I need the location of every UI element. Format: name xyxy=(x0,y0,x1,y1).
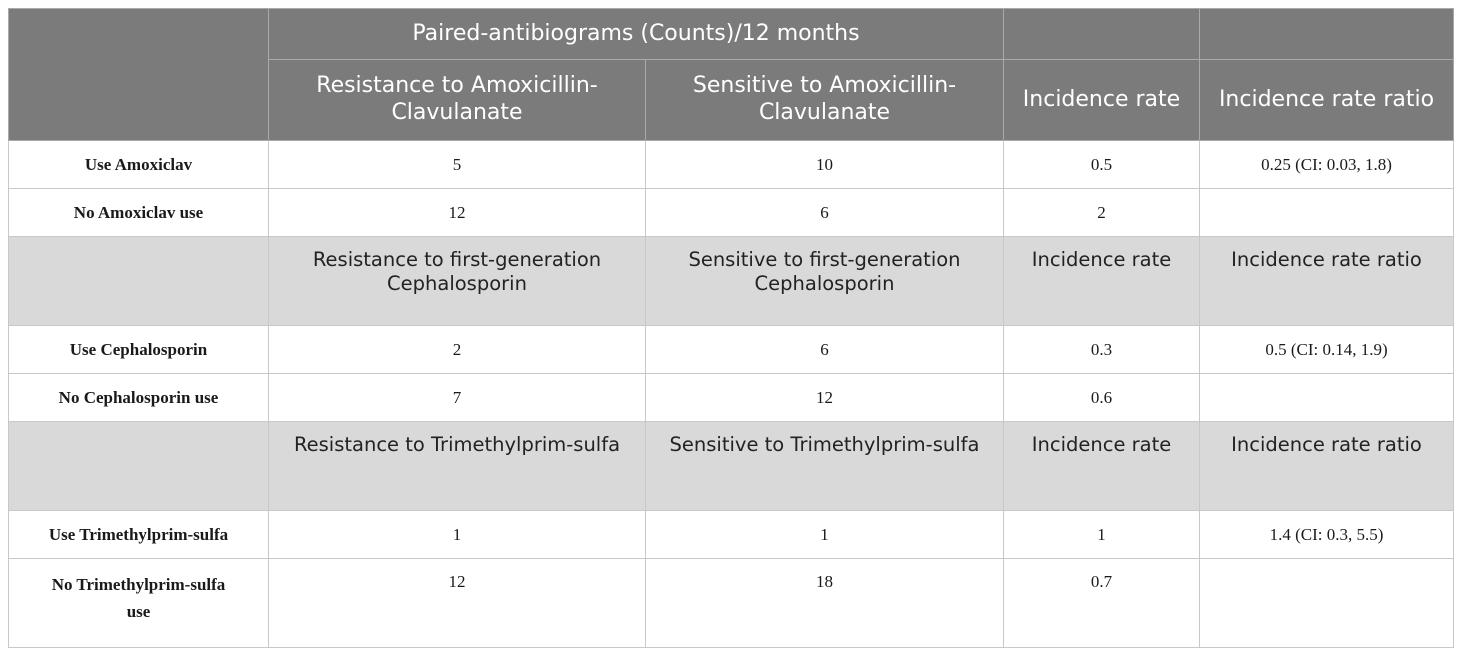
incidence-rate: 0.3 xyxy=(1003,325,1200,374)
incidence-rate: 0.7 xyxy=(1003,558,1200,648)
resistant-count: 12 xyxy=(268,188,646,237)
subheader-resistant: Resistance to first-generation Cephalosp… xyxy=(268,236,646,326)
row-label: No Cephalosporin use xyxy=(8,373,269,422)
header-row-columns: Resistance to Amoxicillin-Clavulanate Se… xyxy=(8,59,1454,141)
row-label: Use Cephalosporin xyxy=(8,325,269,374)
table-row: No Amoxiclav use 12 6 2 xyxy=(8,188,1454,237)
subheader-incidence-rate: Incidence rate xyxy=(1003,236,1200,326)
sensitive-count: 10 xyxy=(645,140,1004,189)
sensitive-count: 1 xyxy=(645,510,1004,559)
sensitive-count: 18 xyxy=(645,558,1004,648)
incidence-rate: 1 xyxy=(1003,510,1200,559)
column-header-resistant: Resistance to Amoxicillin-Clavulanate xyxy=(268,59,646,141)
incidence-rate-ratio xyxy=(1199,188,1454,237)
resistant-count: 1 xyxy=(268,510,646,559)
incidence-rate-ratio xyxy=(1199,558,1454,648)
table-row: Use Amoxiclav 5 10 0.5 0.25 (CI: 0.03, 1… xyxy=(8,140,1454,189)
header-empty-cell xyxy=(1199,8,1454,60)
subheader-incidence-rate-ratio: Incidence rate ratio xyxy=(1199,236,1454,326)
subheader-empty-cell xyxy=(8,236,269,326)
incidence-rate: 2 xyxy=(1003,188,1200,237)
subheader-row: Resistance to first-generation Cephalosp… xyxy=(8,236,1454,326)
header-empty-cell xyxy=(1003,8,1200,60)
sensitive-count: 12 xyxy=(645,373,1004,422)
table-row: Use Trimethylprim-sulfa 1 1 1 1.4 (CI: 0… xyxy=(8,510,1454,559)
subheader-resistant: Resistance to Trimethylprim-sulfa xyxy=(268,421,646,511)
table-row: No Trimethylprim-sulfa use 12 18 0.7 xyxy=(8,558,1454,648)
sensitive-count: 6 xyxy=(645,188,1004,237)
subheader-sensitive: Sensitive to Trimethylprim-sulfa xyxy=(645,421,1004,511)
incidence-rate-ratio: 1.4 (CI: 0.3, 5.5) xyxy=(1199,510,1454,559)
group-title: Paired-antibiograms (Counts)/12 months xyxy=(268,8,1004,60)
header-corner-cell xyxy=(8,8,269,141)
resistant-count: 5 xyxy=(268,140,646,189)
row-label-text: No Trimethylprim-sulfa use xyxy=(51,575,226,622)
column-header-incidence-rate-ratio: Incidence rate ratio xyxy=(1199,59,1454,141)
antibiogram-table: Paired-antibiograms (Counts)/12 months R… xyxy=(8,8,1454,648)
subheader-incidence-rate-ratio: Incidence rate ratio xyxy=(1199,421,1454,511)
table-row: No Cephalosporin use 7 12 0.6 xyxy=(8,373,1454,422)
incidence-rate: 0.5 xyxy=(1003,140,1200,189)
sensitive-count: 6 xyxy=(645,325,1004,374)
incidence-rate: 0.6 xyxy=(1003,373,1200,422)
incidence-rate-ratio: 0.25 (CI: 0.03, 1.8) xyxy=(1199,140,1454,189)
row-label: No Trimethylprim-sulfa use xyxy=(8,558,269,648)
column-header-incidence-rate: Incidence rate xyxy=(1003,59,1200,141)
column-header-sensitive: Sensitive to Amoxicillin-Clavulanate xyxy=(645,59,1004,141)
resistant-count: 7 xyxy=(268,373,646,422)
table-row: Use Cephalosporin 2 6 0.3 0.5 (CI: 0.14,… xyxy=(8,325,1454,374)
subheader-row: Resistance to Trimethylprim-sulfa Sensit… xyxy=(8,421,1454,511)
subheader-sensitive: Sensitive to first-generation Cephalospo… xyxy=(645,236,1004,326)
subheader-incidence-rate: Incidence rate xyxy=(1003,421,1200,511)
row-label: Use Trimethylprim-sulfa xyxy=(8,510,269,559)
resistant-count: 12 xyxy=(268,558,646,648)
incidence-rate-ratio: 0.5 (CI: 0.14, 1.9) xyxy=(1199,325,1454,374)
resistant-count: 2 xyxy=(268,325,646,374)
incidence-rate-ratio xyxy=(1199,373,1454,422)
header-row-group: Paired-antibiograms (Counts)/12 months xyxy=(8,8,1454,141)
row-label: No Amoxiclav use xyxy=(8,188,269,237)
row-label: Use Amoxiclav xyxy=(8,140,269,189)
subheader-empty-cell xyxy=(8,421,269,511)
